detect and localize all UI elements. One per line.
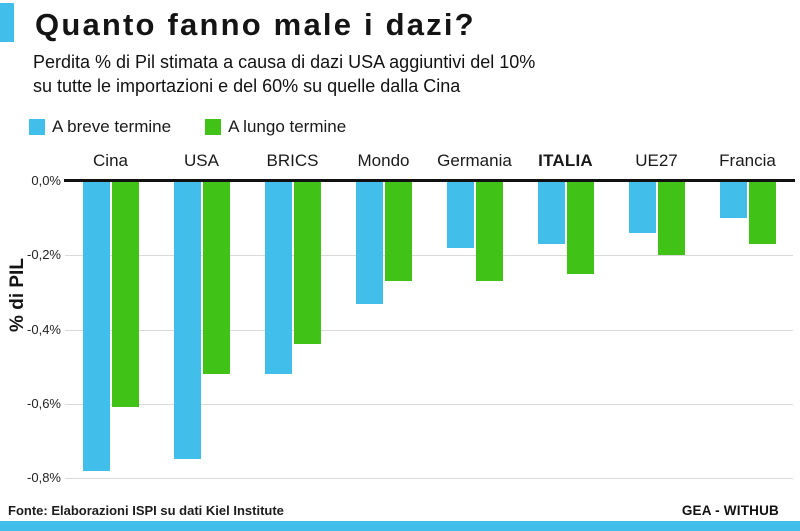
legend-item-short-term: A breve termine (29, 117, 171, 137)
subtitle-line-1: Perdita % di Pil stimata a causa di dazi… (33, 52, 536, 72)
bars (611, 181, 702, 478)
bar-a-lungo-termine (111, 181, 139, 408)
brand-label: GEA - WITHUB (681, 503, 779, 518)
chart-subtitle: Perdita % di Pil stimata a causa di dazi… (33, 50, 535, 98)
category-label: Germania (437, 151, 512, 170)
category-label: BRICS (266, 151, 319, 170)
bar-a-lungo-termine (748, 181, 776, 245)
bar-group-italia: ITALIA (520, 151, 611, 478)
bar-a-breve-termine (628, 181, 656, 233)
bar-group-usa: USA (156, 151, 247, 478)
legend-label-short-term: A breve termine (52, 117, 172, 136)
subtitle-line-2: su tutte le importazioni e del 60% su qu… (33, 76, 461, 96)
bar-a-lungo-termine (293, 181, 321, 345)
long-term-swatch (205, 119, 222, 135)
zero-baseline (64, 179, 795, 182)
bar-a-lungo-termine (202, 181, 230, 375)
y-axis-ticks: 0,0% -0,2% -0,4% -0,6% -0,8% (0, 140, 61, 500)
category-label: Francia (719, 151, 776, 170)
bar-group-francia: Francia (702, 151, 793, 478)
source-note: Fonte: Elaborazioni ISPI su dati Kiel In… (8, 503, 284, 518)
category-label: Cina (93, 151, 128, 170)
category-label: Mondo (357, 151, 410, 170)
gridline (65, 255, 793, 257)
bars (702, 181, 793, 478)
bar-a-breve-termine (173, 181, 201, 460)
bottom-accent-strip (0, 521, 800, 531)
corner-accent-bar (0, 3, 14, 42)
bar-group-mondo: Mondo (338, 151, 429, 478)
category-label: USA (184, 151, 219, 170)
y-tick-label: -0,4% (27, 321, 61, 337)
bar-a-lungo-termine (475, 181, 503, 282)
plot-area: Cina USA BRICS Mondo Germania ITALIA UE27 Franc… (64, 151, 795, 479)
bars (338, 181, 429, 478)
gridline (65, 329, 793, 331)
bar-a-lungo-termine (657, 181, 685, 256)
gridline (65, 478, 793, 479)
chart-legend: A breve termine A lungo termine (29, 117, 346, 137)
bar-a-breve-termine (537, 181, 565, 245)
bar-group-germania: Germania (429, 151, 520, 478)
y-tick-label: 0,0% (31, 173, 61, 188)
category-label: UE27 (635, 151, 678, 170)
bars (247, 181, 338, 478)
short-term-swatch (29, 119, 45, 135)
bars (520, 181, 611, 478)
bar-a-breve-termine (264, 181, 292, 375)
bars (429, 181, 520, 478)
bar-a-breve-termine (355, 181, 383, 304)
bar-group-ue27: UE27 (611, 151, 702, 478)
bar-chart: % di PIL 0,0% -0,2% -0,4% -0,6% -0,8% Cina US… (0, 140, 800, 500)
bars (65, 181, 156, 478)
y-tick-label: -0,8% (27, 470, 61, 485)
bar-a-lungo-termine (566, 181, 594, 274)
bar-a-breve-termine (446, 181, 474, 248)
gridline (65, 403, 793, 405)
bar-group-brics: BRICS (247, 151, 338, 478)
y-tick-label: -0,6% (27, 395, 61, 411)
y-tick-label: -0,2% (27, 247, 61, 263)
legend-label-long-term: A lungo termine (228, 117, 347, 136)
bar-a-lungo-termine (384, 181, 412, 282)
bar-group-cina: Cina (65, 151, 156, 478)
bars (156, 181, 247, 478)
legend-item-long-term: A lungo termine (205, 117, 346, 137)
bar-a-breve-termine (719, 181, 747, 219)
footer: Fonte: Elaborazioni ISPI su dati Kiel In… (8, 503, 779, 518)
category-label: ITALIA (538, 151, 593, 170)
bar-a-breve-termine (82, 181, 110, 471)
page-title: Quanto fanno male i dazi? (35, 7, 476, 42)
